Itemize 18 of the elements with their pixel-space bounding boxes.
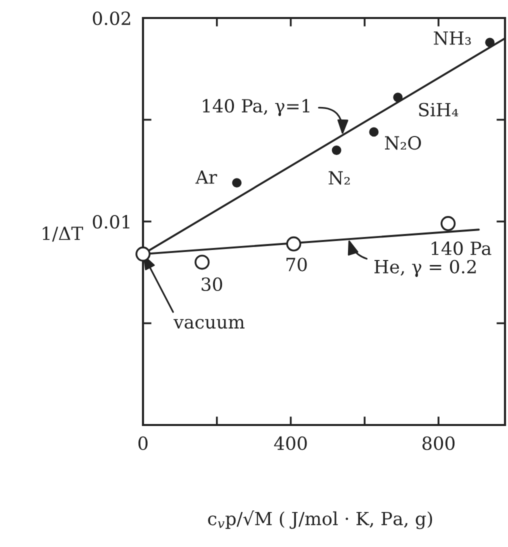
- y-tick-label: 0.02: [92, 11, 130, 26]
- x-tick-label: 800: [422, 436, 455, 450]
- x-tick-label: 0: [138, 436, 148, 450]
- annotation: N₂O: [384, 136, 421, 150]
- y-axis-title: 1/ΔT: [42, 226, 84, 242]
- annotation: 140 Pa: [432, 242, 492, 256]
- annotation: N₂: [328, 171, 350, 185]
- annotation: NH₃: [434, 31, 471, 45]
- annotation: 70: [286, 258, 307, 272]
- series-label: 140 Pa, γ=1: [202, 98, 310, 116]
- legend-label: He, γ = 0.2: [374, 260, 476, 277]
- x-tick-label: 400: [274, 436, 307, 450]
- x-axis-title: c$_{v}$p/√M ( J/mol · K, Pa, g): [208, 510, 432, 530]
- annotation: Ar: [195, 170, 218, 184]
- annotation: vacuum: [174, 318, 245, 329]
- annotation: 30: [202, 277, 222, 292]
- annotation: SiH₄: [419, 102, 458, 116]
- y-tick-label: 0.01: [92, 214, 130, 229]
